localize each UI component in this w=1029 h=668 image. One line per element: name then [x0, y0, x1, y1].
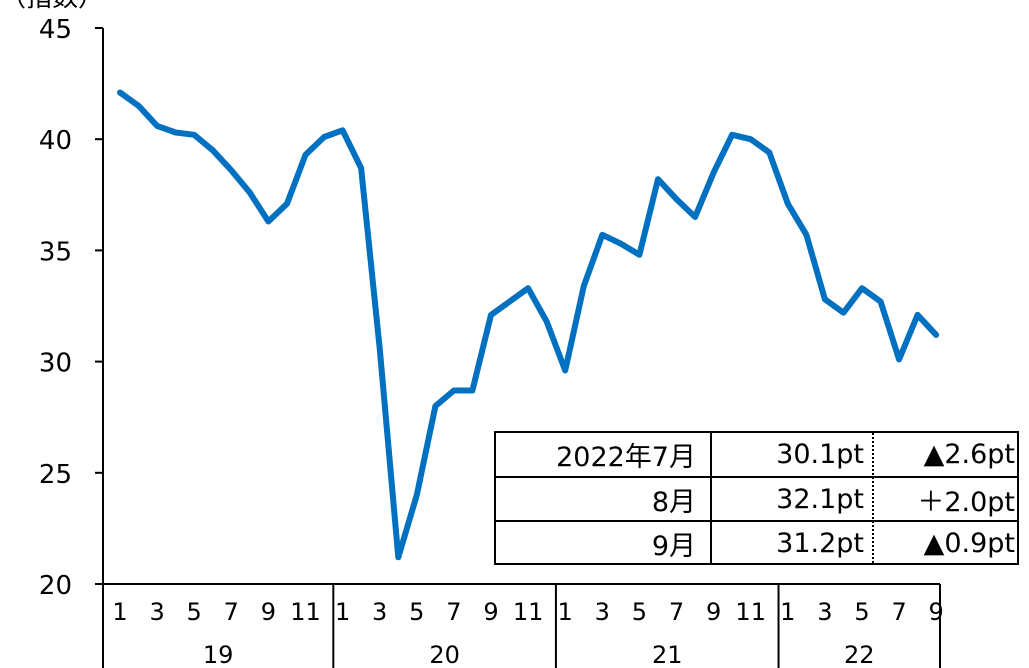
year-label: 21	[652, 641, 683, 668]
x-tick-label: 9	[483, 598, 498, 626]
x-tick-label: 3	[595, 598, 610, 626]
table-row: 9月 31.2pt ▲0.9pt	[496, 519, 1017, 565]
x-tick-labels: 1 3 5 7 9 11 1 3 5 7 9 11 1 3 5 7 9 11 1 3 5 7 9	[112, 598, 943, 626]
x-tick-label: 11	[290, 598, 321, 626]
year-label: 22	[844, 641, 875, 668]
x-tick-label: 1	[558, 598, 573, 626]
y-tick-label: 45	[39, 15, 72, 45]
x-tick-label: 3	[149, 598, 164, 626]
x-tick-label: 3	[372, 598, 387, 626]
x-tick-label: 5	[187, 598, 202, 626]
y-tick-label: 35	[39, 237, 72, 267]
x-tick-label: 5	[854, 598, 869, 626]
x-tick-label: 9	[706, 598, 721, 626]
y-tick-label: 40	[39, 126, 72, 156]
table-period-cell: 8月	[651, 487, 696, 519]
x-tick-label: 7	[224, 598, 239, 626]
table-period-cell: 9月	[651, 530, 696, 562]
y-tick-labels: 45 40 35 30 25 20	[39, 15, 72, 601]
table-dotted-divider	[872, 433, 874, 563]
x-tick-label: 9	[261, 598, 276, 626]
table-row: 8月 32.1pt ＋2.0pt	[496, 476, 1017, 521]
table-value-cell: 32.1pt	[776, 484, 864, 516]
table-value-cell: 30.1pt	[776, 439, 864, 471]
x-tick-label: 1	[335, 598, 350, 626]
x-tick-label: 7	[669, 598, 684, 626]
x-tick-label: 1	[112, 598, 127, 626]
table-row: 2022年7月 30.1pt ▲2.6pt	[496, 433, 1017, 476]
table-value-cell: 31.2pt	[776, 527, 864, 559]
x-tick-label: 3	[817, 598, 832, 626]
x-tick-label: 7	[446, 598, 461, 626]
x-tick-label: 5	[409, 598, 424, 626]
axes	[95, 27, 941, 668]
x-tick-label: 5	[632, 598, 647, 626]
x-tick-label: 7	[891, 598, 906, 626]
x-tick-label: 9	[929, 598, 944, 626]
y-tick-label: 30	[39, 349, 72, 379]
series-line	[117, 89, 940, 561]
y-tick-label: 25	[39, 460, 72, 490]
x-tick-label: 11	[513, 598, 544, 626]
year-label: 19	[203, 641, 234, 668]
year-label: 20	[429, 641, 460, 668]
summary-table: 2022年7月 30.1pt ▲2.6pt 8月 32.1pt ＋2.0pt 9…	[494, 431, 1019, 565]
series-group	[117, 89, 940, 561]
table-change-cell: ▲2.6pt	[923, 439, 1015, 471]
y-tick-label: 20	[39, 571, 72, 601]
x-tick-label: 11	[735, 598, 766, 626]
year-labels: 19 20 21 22	[203, 641, 875, 668]
table-change-cell: ＋2.0pt	[917, 487, 1015, 519]
x-tick-label: 1	[780, 598, 795, 626]
table-change-cell: ▲0.9pt	[923, 527, 1015, 559]
table-divider	[710, 433, 712, 563]
table-period-cell: 2022年7月	[556, 442, 696, 474]
y-axis-label: （指数）	[0, 0, 104, 13]
